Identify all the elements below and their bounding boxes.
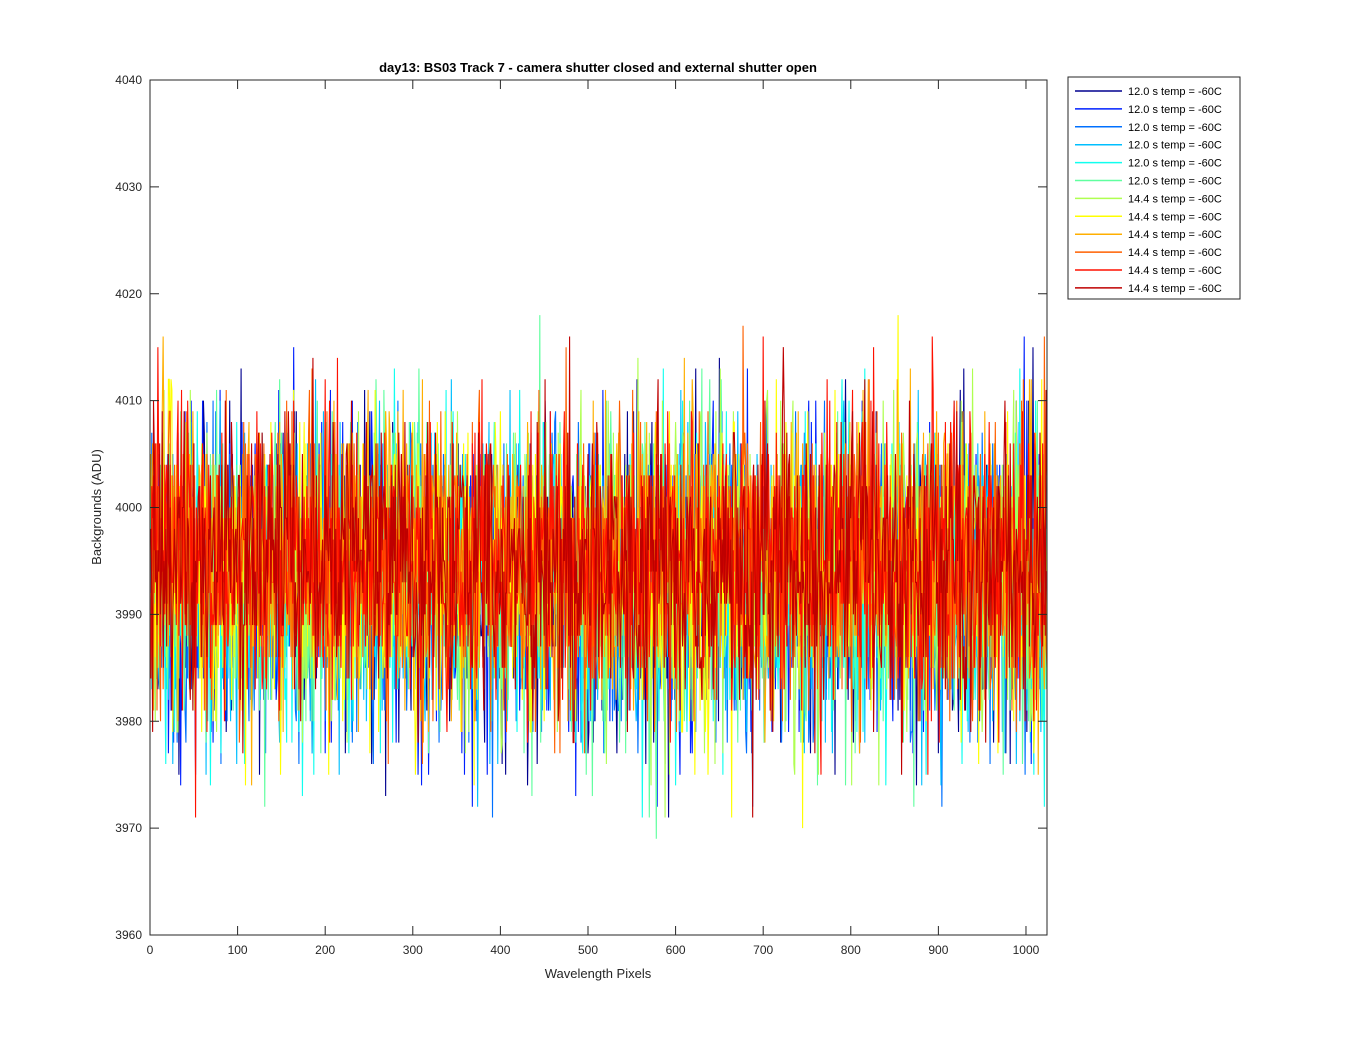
x-axis: 0 100 200 300 400 500 600 700 800 900 1000 bbox=[147, 80, 1040, 957]
legend-entry: 14.4 s temp = -60C bbox=[1128, 247, 1222, 259]
x-tick-label: 900 bbox=[928, 943, 948, 957]
x-tick-label: 300 bbox=[403, 943, 423, 957]
y-tick-label: 4000 bbox=[115, 501, 142, 515]
y-axis: 3960 3970 3980 3990 4000 4010 4020 4030 4040 bbox=[115, 73, 1047, 942]
y-tick-label: 4020 bbox=[115, 287, 142, 301]
chart-title: day13: BS03 Track 7 - camera shutter clo… bbox=[379, 60, 817, 75]
x-tick-label: 400 bbox=[490, 943, 510, 957]
x-tick-label: 0 bbox=[147, 943, 154, 957]
legend-entry: 14.4 s temp = -60C bbox=[1128, 265, 1222, 277]
y-tick-label: 3980 bbox=[115, 714, 142, 728]
legend-entry: 12.0 s temp = -60C bbox=[1128, 104, 1222, 116]
legend-entry: 14.4 s temp = -60C bbox=[1128, 229, 1222, 241]
series-line-12 bbox=[150, 336, 1047, 818]
x-tick-label: 200 bbox=[315, 943, 335, 957]
y-tick-label: 4010 bbox=[115, 394, 142, 408]
x-axis-label: Wavelength Pixels bbox=[545, 966, 652, 981]
x-tick-label: 800 bbox=[841, 943, 861, 957]
legend-entry: 14.4 s temp = -60C bbox=[1128, 283, 1222, 295]
x-tick-label: 1000 bbox=[1013, 943, 1040, 957]
y-tick-label: 4040 bbox=[115, 73, 142, 87]
y-tick-label: 3960 bbox=[115, 928, 142, 942]
series-layer bbox=[150, 315, 1047, 839]
legend-entry: 12.0 s temp = -60C bbox=[1128, 158, 1222, 170]
y-tick-label: 3990 bbox=[115, 607, 142, 621]
y-tick-label: 3970 bbox=[115, 821, 142, 835]
legend: 12.0 s temp = -60C 12.0 s temp = -60C 12.0… bbox=[1067, 76, 1241, 300]
y-axis-label: Backgrounds (ADU) bbox=[89, 449, 104, 565]
x-tick-label: 600 bbox=[666, 943, 686, 957]
y-tick-label: 4030 bbox=[115, 180, 142, 194]
legend-entry: 12.0 s temp = -60C bbox=[1128, 86, 1222, 98]
x-tick-label: 100 bbox=[228, 943, 248, 957]
x-tick-label: 500 bbox=[578, 943, 598, 957]
legend-entry: 14.4 s temp = -60C bbox=[1128, 211, 1222, 223]
x-tick-label: 700 bbox=[753, 943, 773, 957]
legend-entry: 14.4 s temp = -60C bbox=[1128, 193, 1222, 205]
legend-box bbox=[1067, 76, 1241, 300]
legend-entry: 12.0 s temp = -60C bbox=[1128, 176, 1222, 188]
legend-entry: 12.0 s temp = -60C bbox=[1128, 140, 1222, 152]
legend-entry: 12.0 s temp = -60C bbox=[1128, 122, 1222, 134]
